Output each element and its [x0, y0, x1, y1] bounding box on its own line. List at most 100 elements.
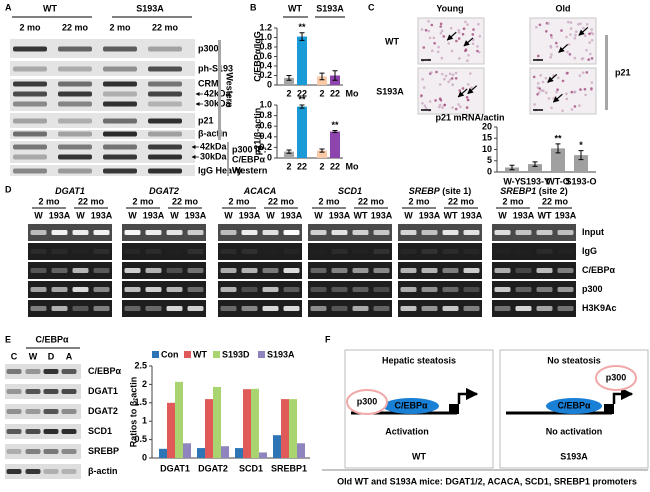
lane-label: 193A — [143, 210, 165, 220]
gel-band — [187, 287, 204, 292]
blot-band — [61, 409, 77, 414]
panel-letter: E — [5, 334, 11, 344]
gel-band — [263, 249, 279, 254]
tss-arrow — [612, 387, 634, 404]
nucleus — [465, 96, 469, 99]
gel-band — [30, 287, 47, 292]
x-tick-label: 22 — [330, 161, 340, 171]
bar — [273, 435, 281, 458]
age-label: 2 mo — [132, 196, 154, 206]
gel — [398, 262, 482, 279]
blot-band — [148, 131, 182, 137]
gel — [28, 300, 112, 317]
gel-band — [516, 249, 532, 254]
gel-band — [442, 249, 459, 254]
gene-site: (site 1) — [442, 186, 471, 196]
x-tick-label: 22 — [297, 161, 307, 171]
gel — [308, 224, 392, 241]
age-label: 2 mo — [19, 22, 41, 32]
x-tick-label: S193-Y — [520, 176, 550, 186]
y-tick-label: 0.8 — [259, 110, 272, 120]
blot-band — [58, 154, 92, 160]
column-label: Young — [436, 3, 463, 13]
nucleus — [440, 56, 444, 60]
bar — [213, 386, 221, 458]
group-label: S193A — [316, 3, 344, 13]
blot-band — [61, 369, 77, 374]
gel-band — [421, 287, 438, 292]
micrograph — [417, 17, 485, 65]
nucleus — [454, 71, 458, 75]
nucleus — [555, 41, 558, 45]
age-label: 2 mo — [502, 196, 524, 206]
error-bar — [286, 149, 292, 154]
gel-band — [187, 249, 204, 254]
gel-band — [51, 249, 68, 254]
x-tick-label: SREBP1 — [271, 463, 307, 473]
x-tick-label: 22 — [297, 88, 307, 98]
nucleus — [451, 106, 454, 109]
gel-band — [400, 249, 417, 254]
y-tick-label: 0.4 — [259, 60, 272, 70]
lane-label: 193A — [281, 210, 303, 220]
gel-band — [51, 230, 68, 235]
gel-band — [262, 306, 279, 311]
blot-band — [25, 409, 41, 414]
blot-label: CRM — [198, 78, 219, 88]
blot-band — [103, 81, 137, 87]
gel-band — [241, 287, 258, 292]
gel-band — [30, 306, 47, 311]
nucleus — [442, 35, 446, 38]
nucleus — [447, 80, 450, 84]
nucleus — [461, 87, 465, 90]
blot-band — [43, 429, 59, 434]
coactivator — [595, 365, 637, 391]
nucleus — [578, 104, 581, 107]
panel-letter: C — [368, 2, 375, 12]
box-title: No steatosis — [547, 355, 601, 365]
blot-band — [148, 118, 182, 124]
gel-band — [220, 287, 237, 292]
gel-band — [51, 306, 68, 311]
y-tick-label: 0.2 — [259, 70, 272, 80]
micrograph — [529, 17, 597, 65]
row-label: p300 — [582, 284, 603, 294]
nucleus — [544, 91, 548, 94]
gel-band — [220, 249, 237, 254]
gel-band — [241, 230, 258, 235]
gel-band — [515, 306, 532, 311]
age-label: 2 mo — [318, 196, 340, 206]
lane-label: 193A — [91, 210, 113, 220]
y-tick-label: 0.8 — [259, 41, 272, 51]
blot — [10, 61, 195, 76]
bracket — [605, 35, 608, 110]
gel — [308, 243, 392, 260]
gel-band — [310, 306, 327, 311]
nucleus — [535, 25, 538, 29]
nucleus — [428, 36, 432, 40]
blot-label: SREBP — [88, 446, 119, 456]
nucleus — [550, 36, 553, 39]
blot-band — [61, 389, 77, 394]
y-axis-label: p21/β-actin — [252, 108, 262, 156]
nucleus — [566, 50, 569, 54]
blot-band — [43, 449, 59, 454]
gel — [28, 243, 112, 260]
blot-band — [148, 66, 182, 72]
nucleus — [582, 26, 585, 30]
gel-band — [310, 230, 327, 235]
significance: ** — [298, 94, 306, 104]
coactivator — [346, 389, 388, 415]
lane-label: W — [266, 210, 275, 220]
gel-band — [166, 230, 183, 235]
gel-band — [352, 230, 369, 235]
nucleus — [421, 77, 424, 81]
y-tick-label: 0.4 — [259, 131, 272, 141]
blot-band — [13, 46, 47, 52]
lane-label: C — [11, 351, 18, 361]
nucleus — [541, 80, 545, 84]
micrograph — [417, 67, 485, 115]
gel-band — [220, 306, 237, 311]
blot — [10, 39, 195, 58]
